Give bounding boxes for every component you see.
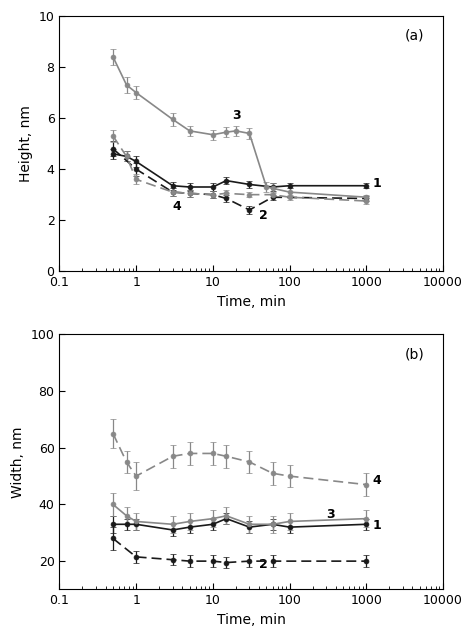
Text: 2: 2: [259, 558, 268, 571]
Text: (a): (a): [405, 29, 424, 43]
Text: 4: 4: [173, 200, 182, 212]
Text: 3: 3: [232, 109, 241, 122]
Y-axis label: Height, nm: Height, nm: [19, 105, 33, 182]
X-axis label: Time, min: Time, min: [217, 295, 286, 309]
Text: 1: 1: [372, 177, 381, 189]
X-axis label: Time, min: Time, min: [217, 613, 286, 627]
Text: 3: 3: [326, 508, 335, 521]
Text: (b): (b): [405, 347, 424, 361]
Text: 4: 4: [372, 474, 381, 487]
Text: 1: 1: [372, 519, 381, 532]
Y-axis label: Width, nm: Width, nm: [11, 426, 25, 498]
Text: 2: 2: [259, 209, 268, 221]
